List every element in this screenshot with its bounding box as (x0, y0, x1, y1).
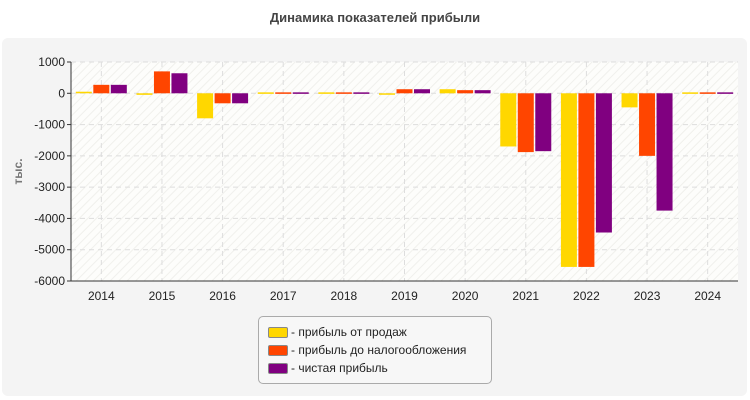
x-tick-label: 2019 (391, 289, 418, 303)
bar-2022-2 (595, 93, 612, 233)
legend-item: - прибыль до налогообложения (268, 342, 466, 358)
bar-2014-0 (75, 91, 92, 94)
bar-2014-2 (110, 84, 127, 94)
bar-2024-0 (682, 92, 699, 94)
y-tick-label: -2000 (34, 149, 65, 163)
bar-2016-2 (232, 93, 249, 104)
y-tick-label: -3000 (34, 180, 65, 194)
bar-2023-2 (656, 93, 673, 211)
y-tick-label: 1000 (38, 55, 65, 69)
legend-swatch (268, 362, 288, 374)
bar-2019-0 (379, 93, 395, 95)
bar-2021-1 (517, 93, 534, 153)
x-tick-label: 2015 (149, 289, 176, 303)
bar-2022-0 (560, 93, 577, 267)
x-tick-label: 2023 (634, 289, 661, 303)
bar-2017-1 (275, 92, 292, 94)
bar-2018-0 (318, 92, 335, 94)
bar-2015-1 (153, 71, 170, 94)
bar-2024-2 (717, 92, 734, 94)
x-tick-label: 2018 (331, 289, 358, 303)
x-tick-label: 2021 (512, 289, 539, 303)
legend-label: прибыль от продаж (298, 325, 407, 339)
chart-title: Динамика показателей прибыли (269, 10, 481, 25)
x-tick-label: 2020 (452, 289, 479, 303)
bar-2020-1 (457, 90, 474, 94)
y-tick-label: -4000 (34, 211, 65, 225)
bar-2024-1 (699, 92, 716, 94)
bar-2020-0 (439, 89, 456, 94)
bar-2019-1 (396, 89, 413, 94)
bar-2023-1 (639, 93, 656, 156)
x-tick-label: 2017 (270, 289, 297, 303)
x-tick-label: 2022 (573, 289, 600, 303)
bar-2022-1 (578, 93, 595, 267)
legend-label: прибыль до налогообложения (298, 343, 467, 357)
x-tick-label: 2014 (88, 289, 115, 303)
legend-swatch (268, 326, 288, 338)
x-tick-label: 2016 (209, 289, 236, 303)
bar-2021-0 (500, 93, 517, 147)
bar-2017-0 (257, 92, 274, 94)
y-tick-label: -1000 (34, 118, 65, 132)
legend-swatch (268, 344, 288, 356)
y-tick-label: -6000 (34, 274, 65, 288)
bar-2018-1 (335, 92, 352, 94)
x-tick-label: 2024 (694, 289, 721, 303)
bar-2015-0 (136, 93, 153, 95)
bar-2023-0 (621, 93, 638, 108)
legend: - прибыль от продаж - прибыль до налогоо… (258, 316, 492, 384)
legend-item: - прибыль от продаж (268, 324, 407, 340)
bar-2016-1 (214, 93, 231, 104)
legend-item: - чистая прибыль (268, 360, 388, 376)
y-tick-label: -5000 (34, 243, 65, 257)
bar-2019-2 (414, 89, 430, 94)
bar-2021-2 (535, 93, 552, 152)
y-tick-label: 0 (58, 86, 65, 100)
bar-2017-2 (292, 92, 309, 94)
bar-2014-1 (93, 84, 110, 94)
bar-2020-2 (474, 90, 491, 94)
bar-2018-2 (353, 92, 370, 94)
y-axis-label: тыс. (11, 158, 25, 184)
bar-2016-0 (197, 93, 214, 119)
legend-label: чистая прибыль (298, 361, 388, 375)
bar-2015-2 (171, 73, 188, 94)
